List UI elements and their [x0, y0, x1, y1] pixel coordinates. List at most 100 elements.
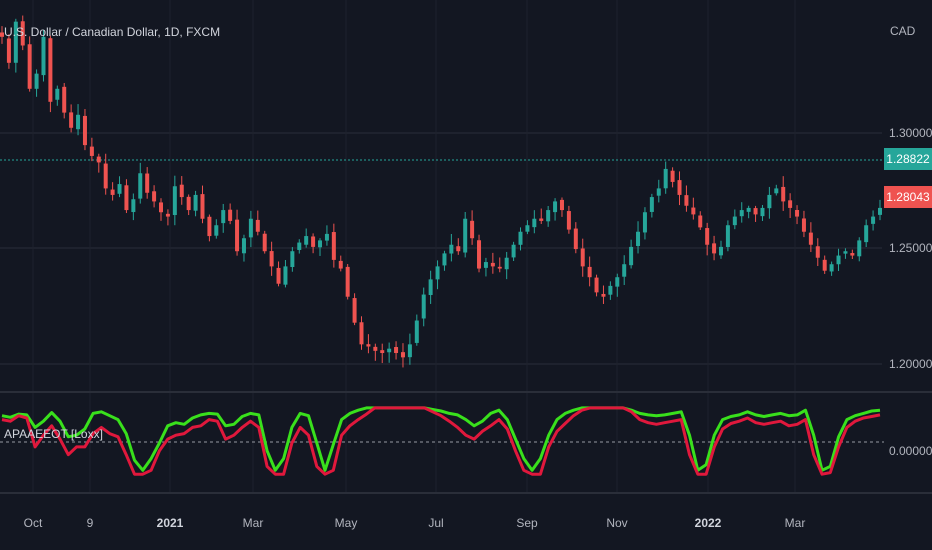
- candle-body: [587, 266, 592, 278]
- candle-body: [677, 180, 682, 195]
- candle-body: [145, 173, 150, 193]
- candle-body: [311, 236, 316, 247]
- candle-body: [345, 266, 350, 297]
- candle-body: [566, 211, 571, 230]
- candle-body: [518, 231, 523, 245]
- candle-body: [13, 21, 18, 63]
- candle-body: [34, 73, 39, 89]
- x-tick-label: 9: [87, 516, 94, 530]
- candle-body: [20, 21, 25, 46]
- candle-body: [718, 246, 723, 256]
- y-tick-1-25: 1.25000: [889, 241, 932, 255]
- candle-body: [400, 352, 405, 358]
- candle-body: [822, 259, 827, 271]
- candle-body: [878, 207, 882, 215]
- candle-body: [48, 38, 53, 102]
- indicator-line-red: [1, 406, 881, 476]
- candle-body: [235, 219, 240, 252]
- x-tick-label: Sep: [516, 516, 538, 530]
- candle-body: [456, 246, 461, 252]
- candle-body: [82, 115, 87, 146]
- candle-body: [815, 246, 820, 258]
- candle-body: [248, 218, 253, 238]
- candle-body: [193, 194, 198, 211]
- candle-body: [76, 114, 81, 130]
- candle-body: [808, 232, 813, 245]
- candle-body: [179, 184, 184, 198]
- candle-body: [131, 199, 136, 213]
- candle-body: [69, 112, 74, 128]
- candle-body: [767, 194, 772, 209]
- candle-body: [843, 251, 848, 254]
- indicator-line-green: [1, 406, 881, 472]
- candle-body: [511, 244, 516, 258]
- candle-body: [857, 240, 862, 257]
- y-tick-zero: 0.00000: [889, 444, 932, 458]
- candle-body: [103, 163, 108, 189]
- candle-body: [725, 225, 730, 247]
- candle-body: [483, 262, 488, 268]
- candle-body: [670, 170, 675, 182]
- candle-body: [262, 233, 267, 252]
- candle-body: [297, 242, 302, 250]
- candle-body: [490, 262, 495, 267]
- candle-body: [781, 186, 786, 202]
- candle-body: [172, 186, 177, 216]
- candle-body: [864, 225, 869, 243]
- candle-body: [497, 266, 502, 269]
- candle-body: [331, 232, 336, 260]
- y-tick-1-20: 1.20000: [889, 357, 932, 371]
- candle-body: [836, 255, 841, 265]
- candle-body: [636, 231, 641, 246]
- candle-body: [276, 267, 281, 284]
- time-axis: Oct 9 2021 Mar May Jul Sep Nov 2022 Mar: [24, 516, 806, 530]
- candle-body: [559, 199, 564, 211]
- ma-value-badge: 1.28043: [884, 186, 932, 208]
- candle-body: [615, 277, 620, 287]
- candle-body: [649, 197, 654, 212]
- price-grid: [0, 132, 882, 365]
- candle-body: [359, 322, 364, 345]
- candle-body: [200, 194, 205, 219]
- candle-body: [746, 207, 751, 212]
- x-tick-label: Mar: [785, 516, 806, 530]
- candle-body: [394, 347, 399, 354]
- indicator-label: APAAEEOT [Loxx]: [4, 427, 103, 441]
- candle-body: [470, 220, 475, 239]
- candle-body: [366, 344, 371, 347]
- candle-body: [207, 216, 212, 237]
- x-tick-label: Mar: [243, 516, 264, 530]
- candle-body: [580, 248, 585, 267]
- y-axis-currency: CAD: [890, 24, 916, 38]
- candle-body: [795, 209, 800, 217]
- candle-body: [608, 285, 613, 295]
- candle-body: [553, 201, 558, 213]
- candle-body: [829, 264, 834, 272]
- candle-body: [421, 294, 426, 319]
- candle-body: [601, 293, 606, 297]
- candle-body: [739, 210, 744, 217]
- candle-body: [546, 210, 551, 222]
- time-grid: [32, 0, 796, 493]
- candle-body: [594, 277, 599, 293]
- candle-body: [124, 185, 129, 211]
- candle-body: [96, 156, 101, 163]
- candle-body: [573, 228, 578, 250]
- candle-body: [324, 233, 329, 241]
- candle-body: [283, 266, 288, 285]
- candle-body: [387, 348, 392, 353]
- candle-body: [89, 146, 94, 156]
- candle-body: [477, 240, 482, 269]
- candle-body: [705, 228, 710, 245]
- x-tick-label: 2022: [695, 516, 722, 530]
- candle-body: [732, 216, 737, 226]
- indicator-group: [1, 406, 881, 476]
- candle-body: [642, 212, 647, 233]
- candle-body: [414, 320, 419, 343]
- candle-body: [318, 240, 323, 248]
- candle-body: [186, 196, 191, 211]
- candle-body: [0, 32, 4, 37]
- candle-body: [241, 238, 246, 254]
- x-tick-label: 2021: [157, 516, 184, 530]
